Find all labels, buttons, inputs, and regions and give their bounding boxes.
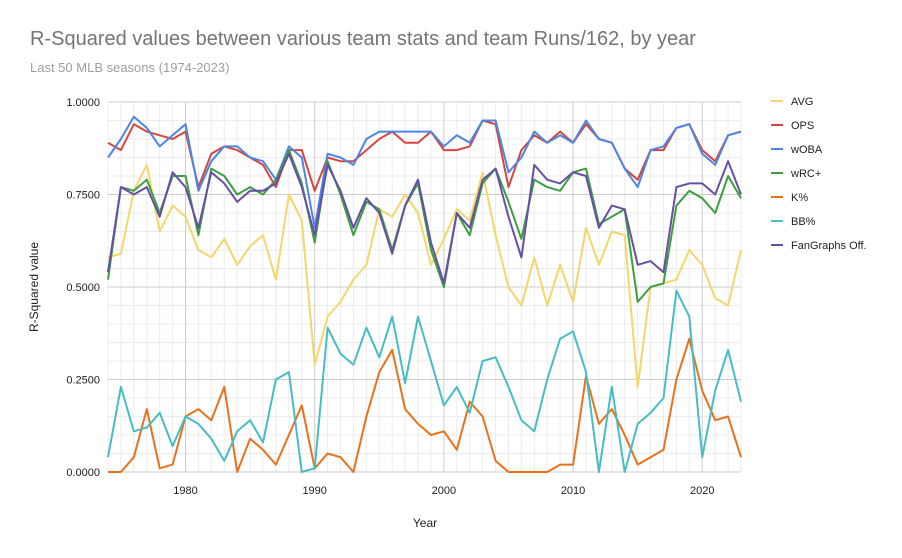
series-line-fangraphs-off xyxy=(107,152,742,285)
x-tick-label: 2000 xyxy=(432,485,456,497)
y-axis-title: R-Squared value xyxy=(27,242,41,332)
series-lines xyxy=(107,115,742,473)
series-line-wrc xyxy=(107,149,742,303)
legend-label: BB% xyxy=(791,216,816,228)
series-line-avg xyxy=(107,163,742,388)
y-tick-label: 0.2500 xyxy=(66,375,100,387)
series-line-k xyxy=(108,337,742,473)
series-line-bb xyxy=(107,289,742,473)
y-tick-label: 0.7500 xyxy=(66,190,100,202)
series-line-ops xyxy=(107,119,742,192)
chart-subtitle: Last 50 MLB seasons (1974-2023) xyxy=(30,60,230,75)
legend-label: OPS xyxy=(791,120,814,132)
x-tick-label: 1990 xyxy=(302,485,326,497)
x-tick-label: 2010 xyxy=(561,485,585,497)
x-tick-label: 2020 xyxy=(690,485,714,497)
legend-label: K% xyxy=(791,192,808,204)
chart-title: R-Squared values between various team st… xyxy=(30,28,696,50)
y-tick-label: 0.0000 xyxy=(66,467,100,479)
legend-label: AVG xyxy=(791,96,813,108)
y-tick-label: 0.5000 xyxy=(66,282,100,294)
legend-label: wRC+ xyxy=(790,168,821,180)
x-axis-ticks: 1980 1990 2000 2010 2020 xyxy=(173,485,714,497)
series-line-woba xyxy=(107,115,742,229)
legend-label: FanGraphs Off. xyxy=(791,240,867,252)
x-tick-label: 1980 xyxy=(173,485,197,497)
legend: AVG OPS wOBA wRC+ K% BB% FanGraphs Off. xyxy=(771,96,867,252)
x-axis-title: Year xyxy=(413,516,437,530)
y-axis-ticks: 0.0000 0.2500 0.5000 0.7500 1.0000 xyxy=(66,97,100,479)
y-tick-label: 1.0000 xyxy=(66,97,100,109)
legend-label: wOBA xyxy=(790,144,823,156)
